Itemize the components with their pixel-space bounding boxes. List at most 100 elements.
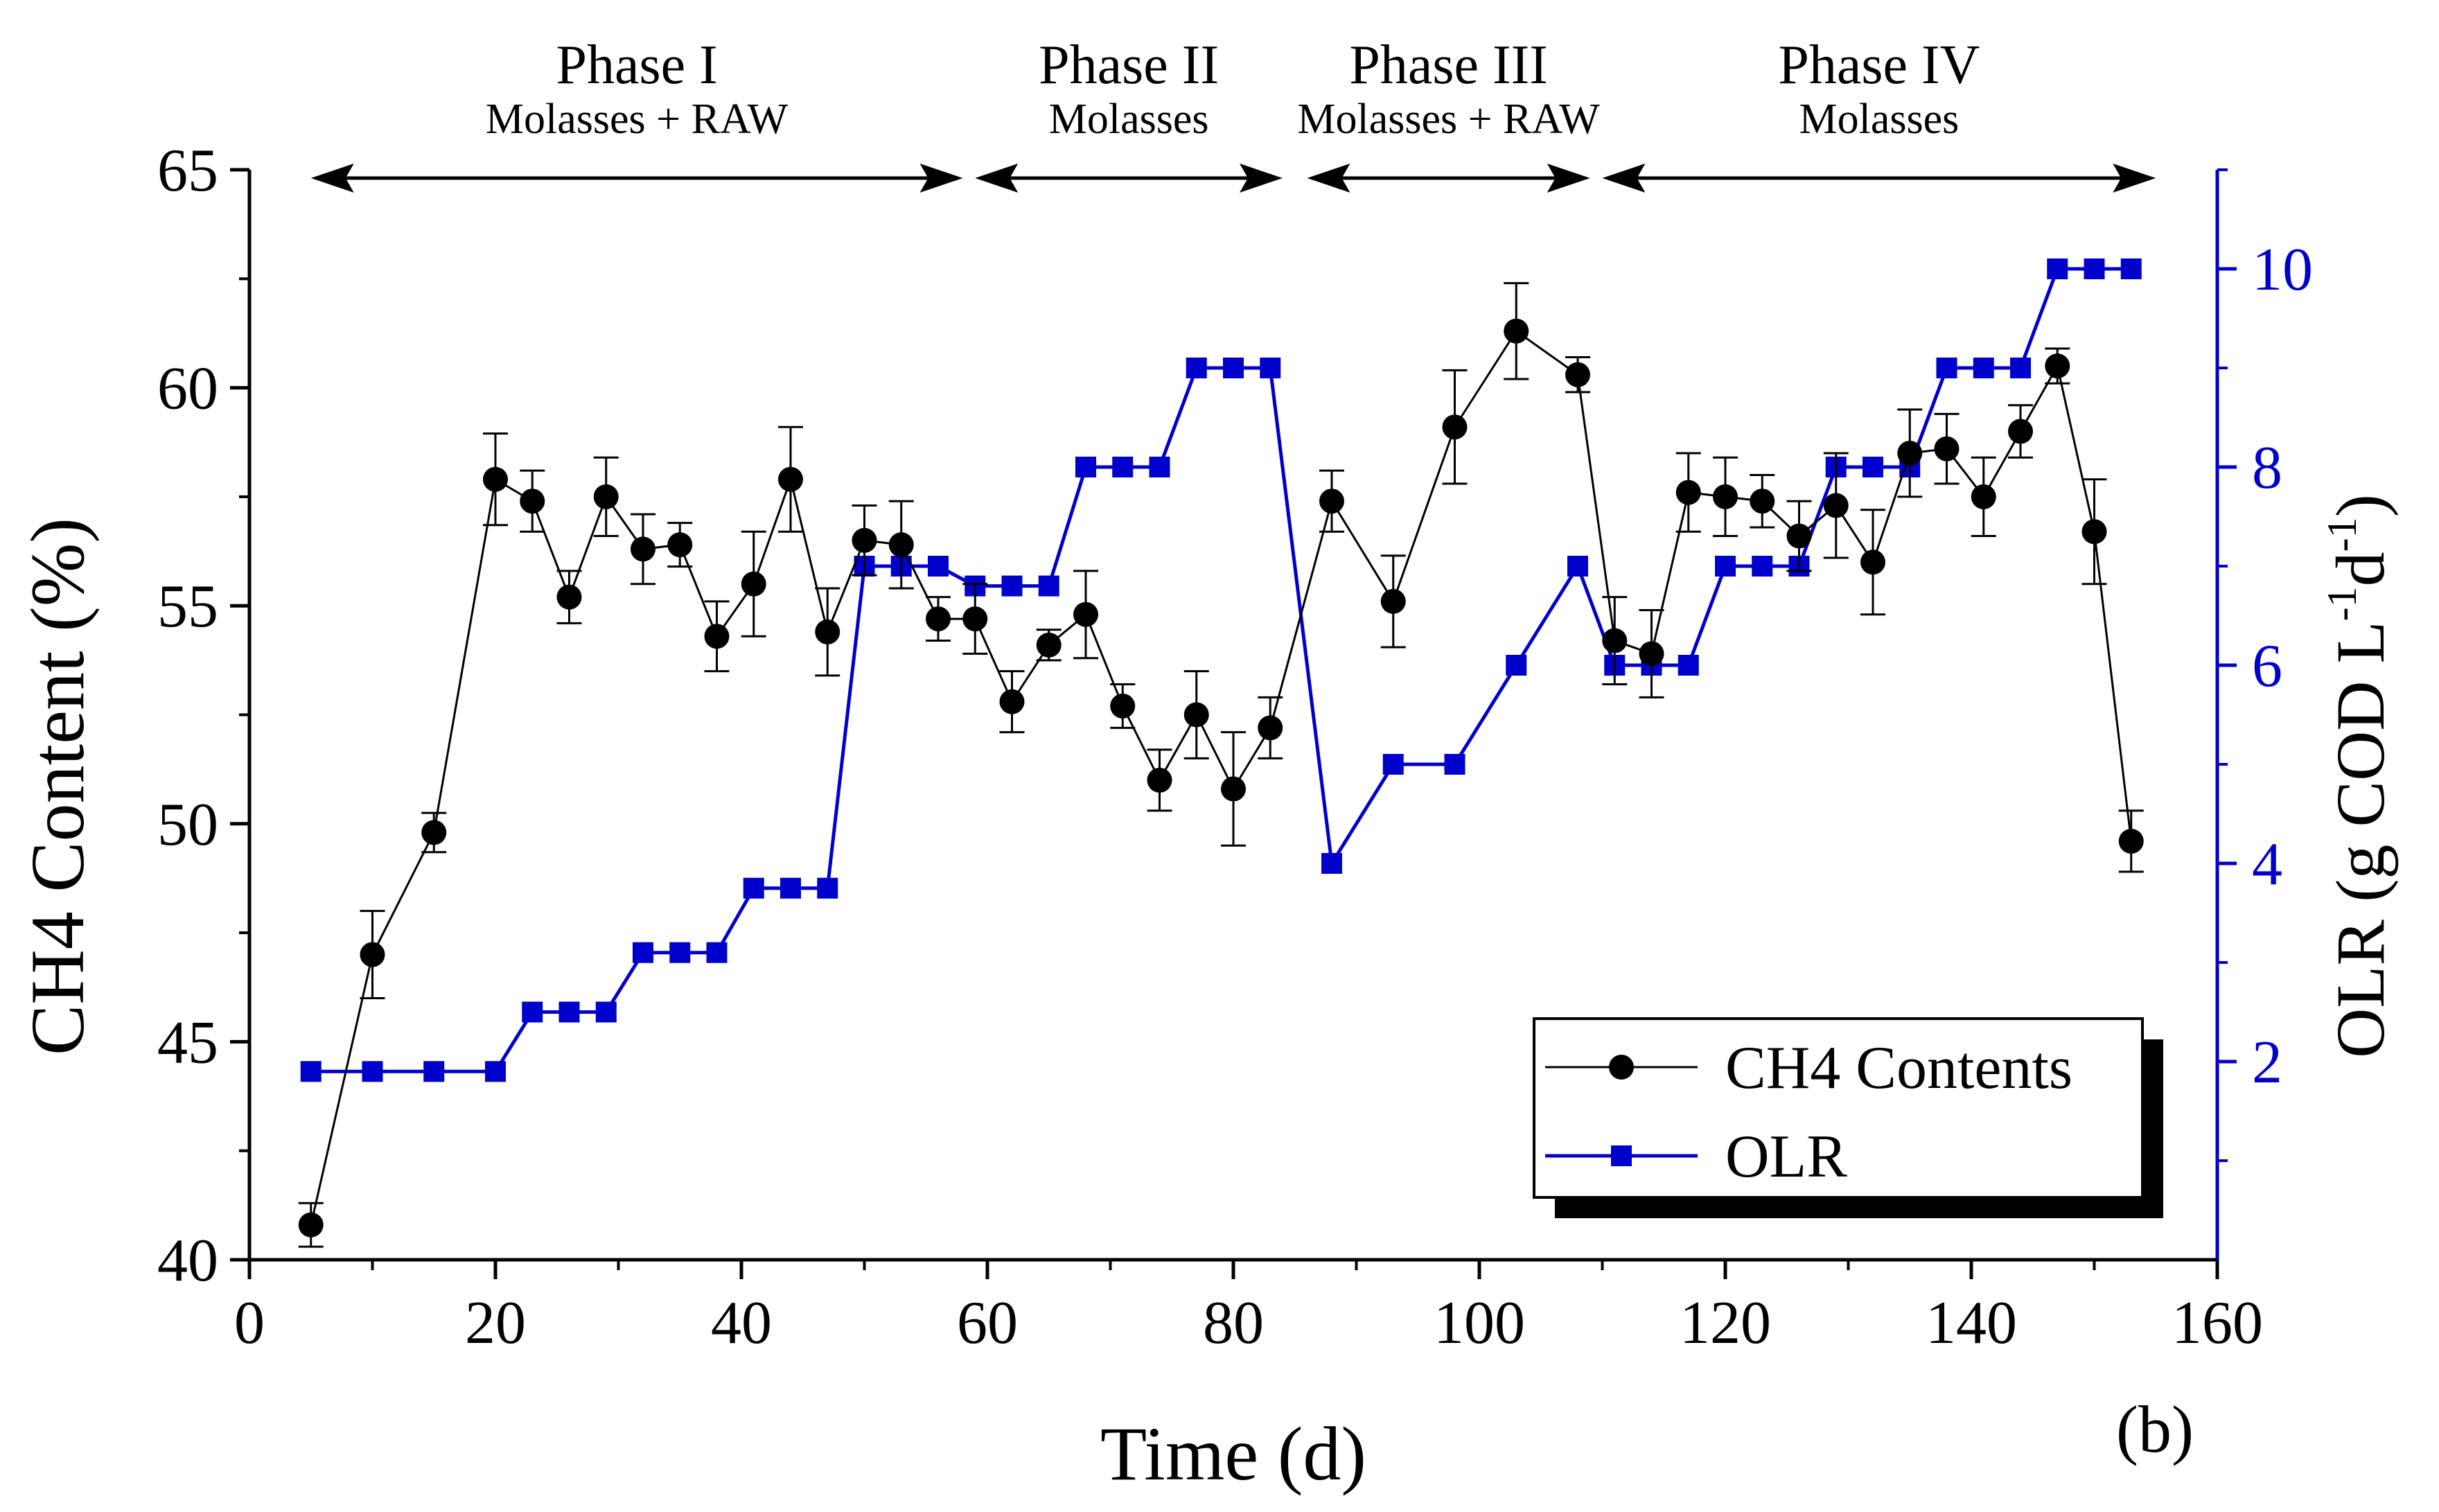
ch4-point [1639,641,1664,667]
ch4-point [1934,436,1960,461]
ch4-point [1504,318,1529,344]
ch4-point [556,584,582,610]
ch4-point [1221,776,1246,802]
legend-box [1533,1017,2144,1199]
olr-point [423,1061,445,1082]
ch4-point [1565,362,1590,387]
ch4-point [1713,484,1738,509]
phase-arrow-right-head [2113,164,2156,193]
right-axis-title: OLR (g COD L-1d-1) [2319,494,2399,1058]
right-tick-label: 6 [2252,633,2282,700]
olr-point [1678,655,1699,676]
ch4-point [741,571,766,597]
olr-point [1752,556,1773,577]
ch4-point [1380,588,1406,614]
legend-marker-olr [1611,1145,1632,1166]
ch4-point [999,689,1025,714]
phase-title: Phase III [1349,35,1548,96]
ch4-point [1602,628,1628,653]
olr-line [310,267,2131,1073]
phase-arrow-left-head [310,164,354,193]
left-axis: 40 45 50 55 60 65 [157,137,249,1294]
ch4-point [2081,519,2107,545]
ch4-point [2045,353,2070,379]
olr-point [2047,258,2068,279]
ch4-point [1147,767,1172,793]
phase-arrow-right-head [919,164,963,193]
ch4-point [421,820,447,845]
ch4-point [1675,480,1701,505]
ch4-point [1258,715,1283,741]
left-tick-label: 40 [157,1227,218,1294]
phase-substrate: Molasses + RAW [486,96,789,143]
ch4-point [483,466,508,492]
phase-arrow-left-head [1602,164,1646,193]
olr-point [595,1001,617,1023]
phase-substrate: Molasses + RAW [1297,96,1600,143]
phase-substrate: Molasses [1049,96,1209,143]
ch4-point [2118,828,2144,854]
olr-point [1149,457,1170,477]
olr-point [2010,358,2031,378]
olr-point [1715,556,1736,577]
legend-label: OLR [1725,1123,1847,1190]
olr-point [1001,575,1023,597]
ch4-point [2008,419,2033,444]
phase-substrate: Molasses [1799,96,1959,143]
x-tick-label: 140 [1926,1290,2017,1357]
ch4-point [360,942,385,967]
left-axis-title: CH4 Content (%) [15,518,100,1055]
left-tick-label: 50 [157,791,218,859]
olr-point [362,1061,383,1082]
olr-point [1260,358,1281,378]
series-ch4 [298,282,2144,1248]
olr-point [2084,258,2105,279]
x-tick-label: 20 [465,1290,526,1357]
right-axis-title-main: OLR (g COD L [2322,621,2399,1058]
olr-point [669,942,691,963]
ch4-point [1073,601,1098,627]
right-axis-title-sup2: -1 [2319,517,2365,552]
ch4-point [1319,489,1344,514]
x-tick-label: 60 [957,1290,1018,1357]
olr-point [743,877,764,899]
ch4-point [704,624,730,649]
right-tick-label: 2 [2252,1029,2282,1096]
olr-point [928,556,949,577]
legend-marker-ch4 [1609,1055,1634,1080]
x-axis-title: Time (d) [1100,1412,1366,1496]
panel-label: (b) [2116,1392,2194,1466]
ch4-point [1110,693,1136,719]
legend: CH4 Contents OLR [1533,1017,2163,1218]
phase-title: Phase II [1039,35,1219,96]
right-axis-title-sup1: -1 [2319,586,2365,621]
olr-point [1075,457,1096,477]
right-axis-title-end: ) [2322,494,2399,517]
olr-point [522,1001,543,1023]
ch4-point [1036,632,1062,658]
olr-point [1223,358,1244,378]
olr-point [1112,457,1134,477]
olr-point [817,877,838,899]
phase-arrow-left-head [1307,164,1350,193]
x-tick-label: 160 [2172,1290,2263,1357]
olr-point [1936,358,1957,378]
ch4-point [1183,702,1209,728]
series-olr [300,258,2142,1082]
ch4-point [520,489,545,514]
olr-point [1382,754,1404,775]
x-tick-label: 100 [1434,1290,1525,1357]
olr-point [1506,655,1527,676]
olr-point [558,1001,580,1023]
right-tick-label: 10 [2252,236,2313,304]
legend-label: CH4 Contents [1725,1035,2072,1102]
phase-arrow-right-head [1240,164,1283,193]
olr-point [1186,358,1207,378]
olr-point [2120,258,2142,279]
ch4-point [926,606,951,632]
ch4-point [1897,440,1923,466]
x-tick-label: 40 [711,1290,772,1357]
olr-point [1973,358,1994,378]
